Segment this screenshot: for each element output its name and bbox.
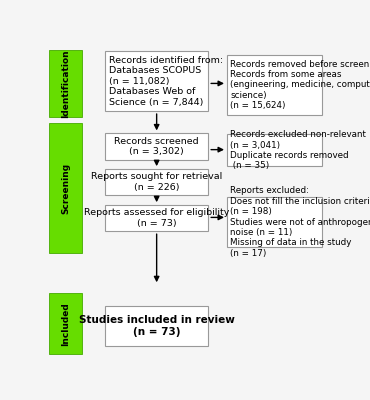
FancyBboxPatch shape [49, 50, 82, 117]
FancyBboxPatch shape [105, 51, 208, 111]
FancyBboxPatch shape [49, 124, 82, 253]
Text: Reports excluded:
Does not fill the inclusion criteria
(n = 198)
Studies were no: Reports excluded: Does not fill the incl… [231, 186, 370, 258]
Text: Records identified from:
Databases SCOPUS
(n = 11,082)
Databases Web of
Science : Records identified from: Databases SCOPU… [110, 56, 223, 106]
FancyBboxPatch shape [105, 134, 208, 160]
FancyBboxPatch shape [105, 205, 208, 231]
FancyBboxPatch shape [105, 169, 208, 195]
Text: Screening: Screening [61, 162, 70, 214]
Text: Records screened
(n = 3,302): Records screened (n = 3,302) [114, 137, 199, 156]
FancyBboxPatch shape [105, 306, 208, 346]
FancyBboxPatch shape [227, 197, 322, 248]
FancyBboxPatch shape [49, 293, 82, 354]
Text: Identification: Identification [61, 49, 70, 118]
Text: Included: Included [61, 302, 70, 346]
Text: Studies included in review
(n = 73): Studies included in review (n = 73) [79, 315, 235, 337]
Text: Records excluded non-relevant
(n = 3,041)
Duplicate records removed
 (n = 35): Records excluded non-relevant (n = 3,041… [231, 130, 366, 170]
Text: Reports sought for retrieval
(n = 226): Reports sought for retrieval (n = 226) [91, 172, 222, 192]
FancyBboxPatch shape [227, 55, 322, 115]
FancyBboxPatch shape [227, 134, 322, 166]
Text: Reports assessed for eligibility
(n = 73): Reports assessed for eligibility (n = 73… [84, 208, 229, 228]
Text: Records removed before screening:
Records from some areas
(engineering, medicine: Records removed before screening: Record… [231, 60, 370, 110]
